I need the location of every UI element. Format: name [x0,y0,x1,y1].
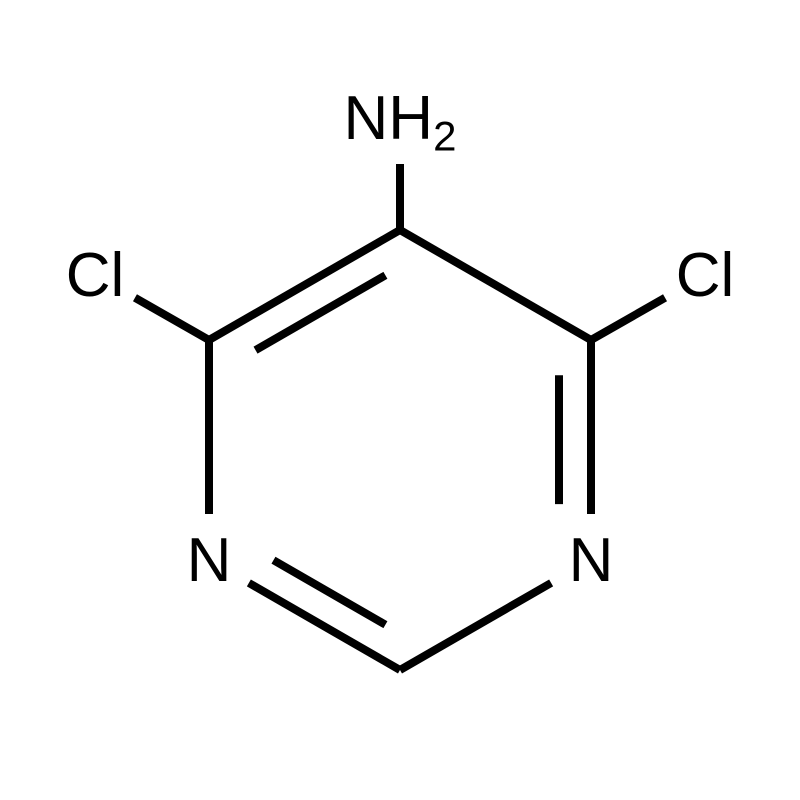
atom-label-Cl4: Cl [66,241,125,310]
bond-N3-C2 [249,583,400,670]
molecule-diagram: N N Cl Cl NH2 [0,0,800,800]
atom-label-Cl6: Cl [676,241,735,310]
bond-C6-Cl6 [591,298,665,340]
bond-C5-C4-inner [256,275,386,350]
bond-C4-Cl4 [135,298,209,340]
atom-label-N7: NH2 [344,84,457,159]
atom-label-N3: N [187,526,232,595]
bond-C6-C5 [400,230,591,340]
atom-label-N1: N [569,526,614,595]
labels-group: N N Cl Cl NH2 [66,84,735,595]
bond-N3-C2-inner [273,560,385,624]
bond-C2-N1 [400,583,551,670]
